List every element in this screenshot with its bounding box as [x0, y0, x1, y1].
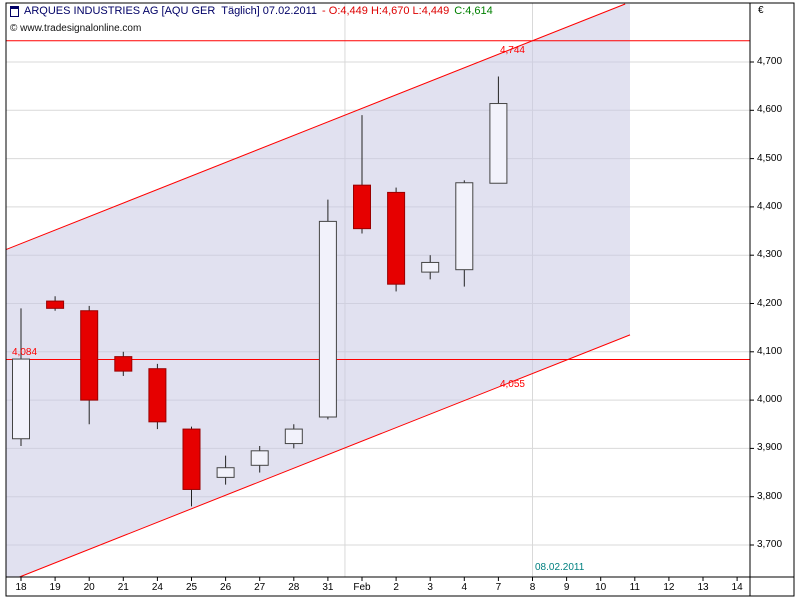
candle-body: [148, 368, 167, 423]
candle-body: [489, 103, 508, 184]
ohl-values: - O:4,449 H:4,670 L:4,449: [322, 5, 450, 17]
candle-body: [455, 182, 474, 271]
support-level-label: 4,084: [12, 347, 38, 358]
candle-body: [353, 184, 371, 230]
candle-body: [284, 428, 303, 445]
projection-date-label: 08.02.2011: [535, 562, 585, 573]
candle-body: [387, 191, 406, 285]
candle-body: [114, 356, 133, 372]
lower-channel-label: 4,055: [499, 379, 525, 390]
candle-body: [216, 467, 235, 478]
candle-body: [46, 300, 65, 309]
close-value: C:4,614: [454, 5, 493, 17]
candle-body: [421, 261, 440, 273]
candle-body: [80, 310, 99, 401]
chart-frame: [5, 2, 795, 597]
candle-body: [318, 220, 337, 418]
trend-channel-band: [6, 4, 630, 577]
candle-body: [250, 450, 269, 466]
candle-body: [12, 358, 30, 440]
chart-title-bar: ARQUES INDUSTRIES AG [AQU GER Täglich] 0…: [10, 5, 493, 17]
upper-channel-line: [5, 3, 626, 251]
chart-title: ARQUES INDUSTRIES AG [AQU GER Täglich] 0…: [24, 5, 318, 17]
lower-channel-line: [19, 334, 631, 578]
window-icon: [10, 5, 19, 17]
candle-body: [182, 428, 201, 490]
watermark: © www.tradesignalonline.com: [10, 23, 142, 34]
currency-symbol: €: [758, 5, 764, 16]
upper-channel-label: 4,744: [499, 45, 525, 56]
